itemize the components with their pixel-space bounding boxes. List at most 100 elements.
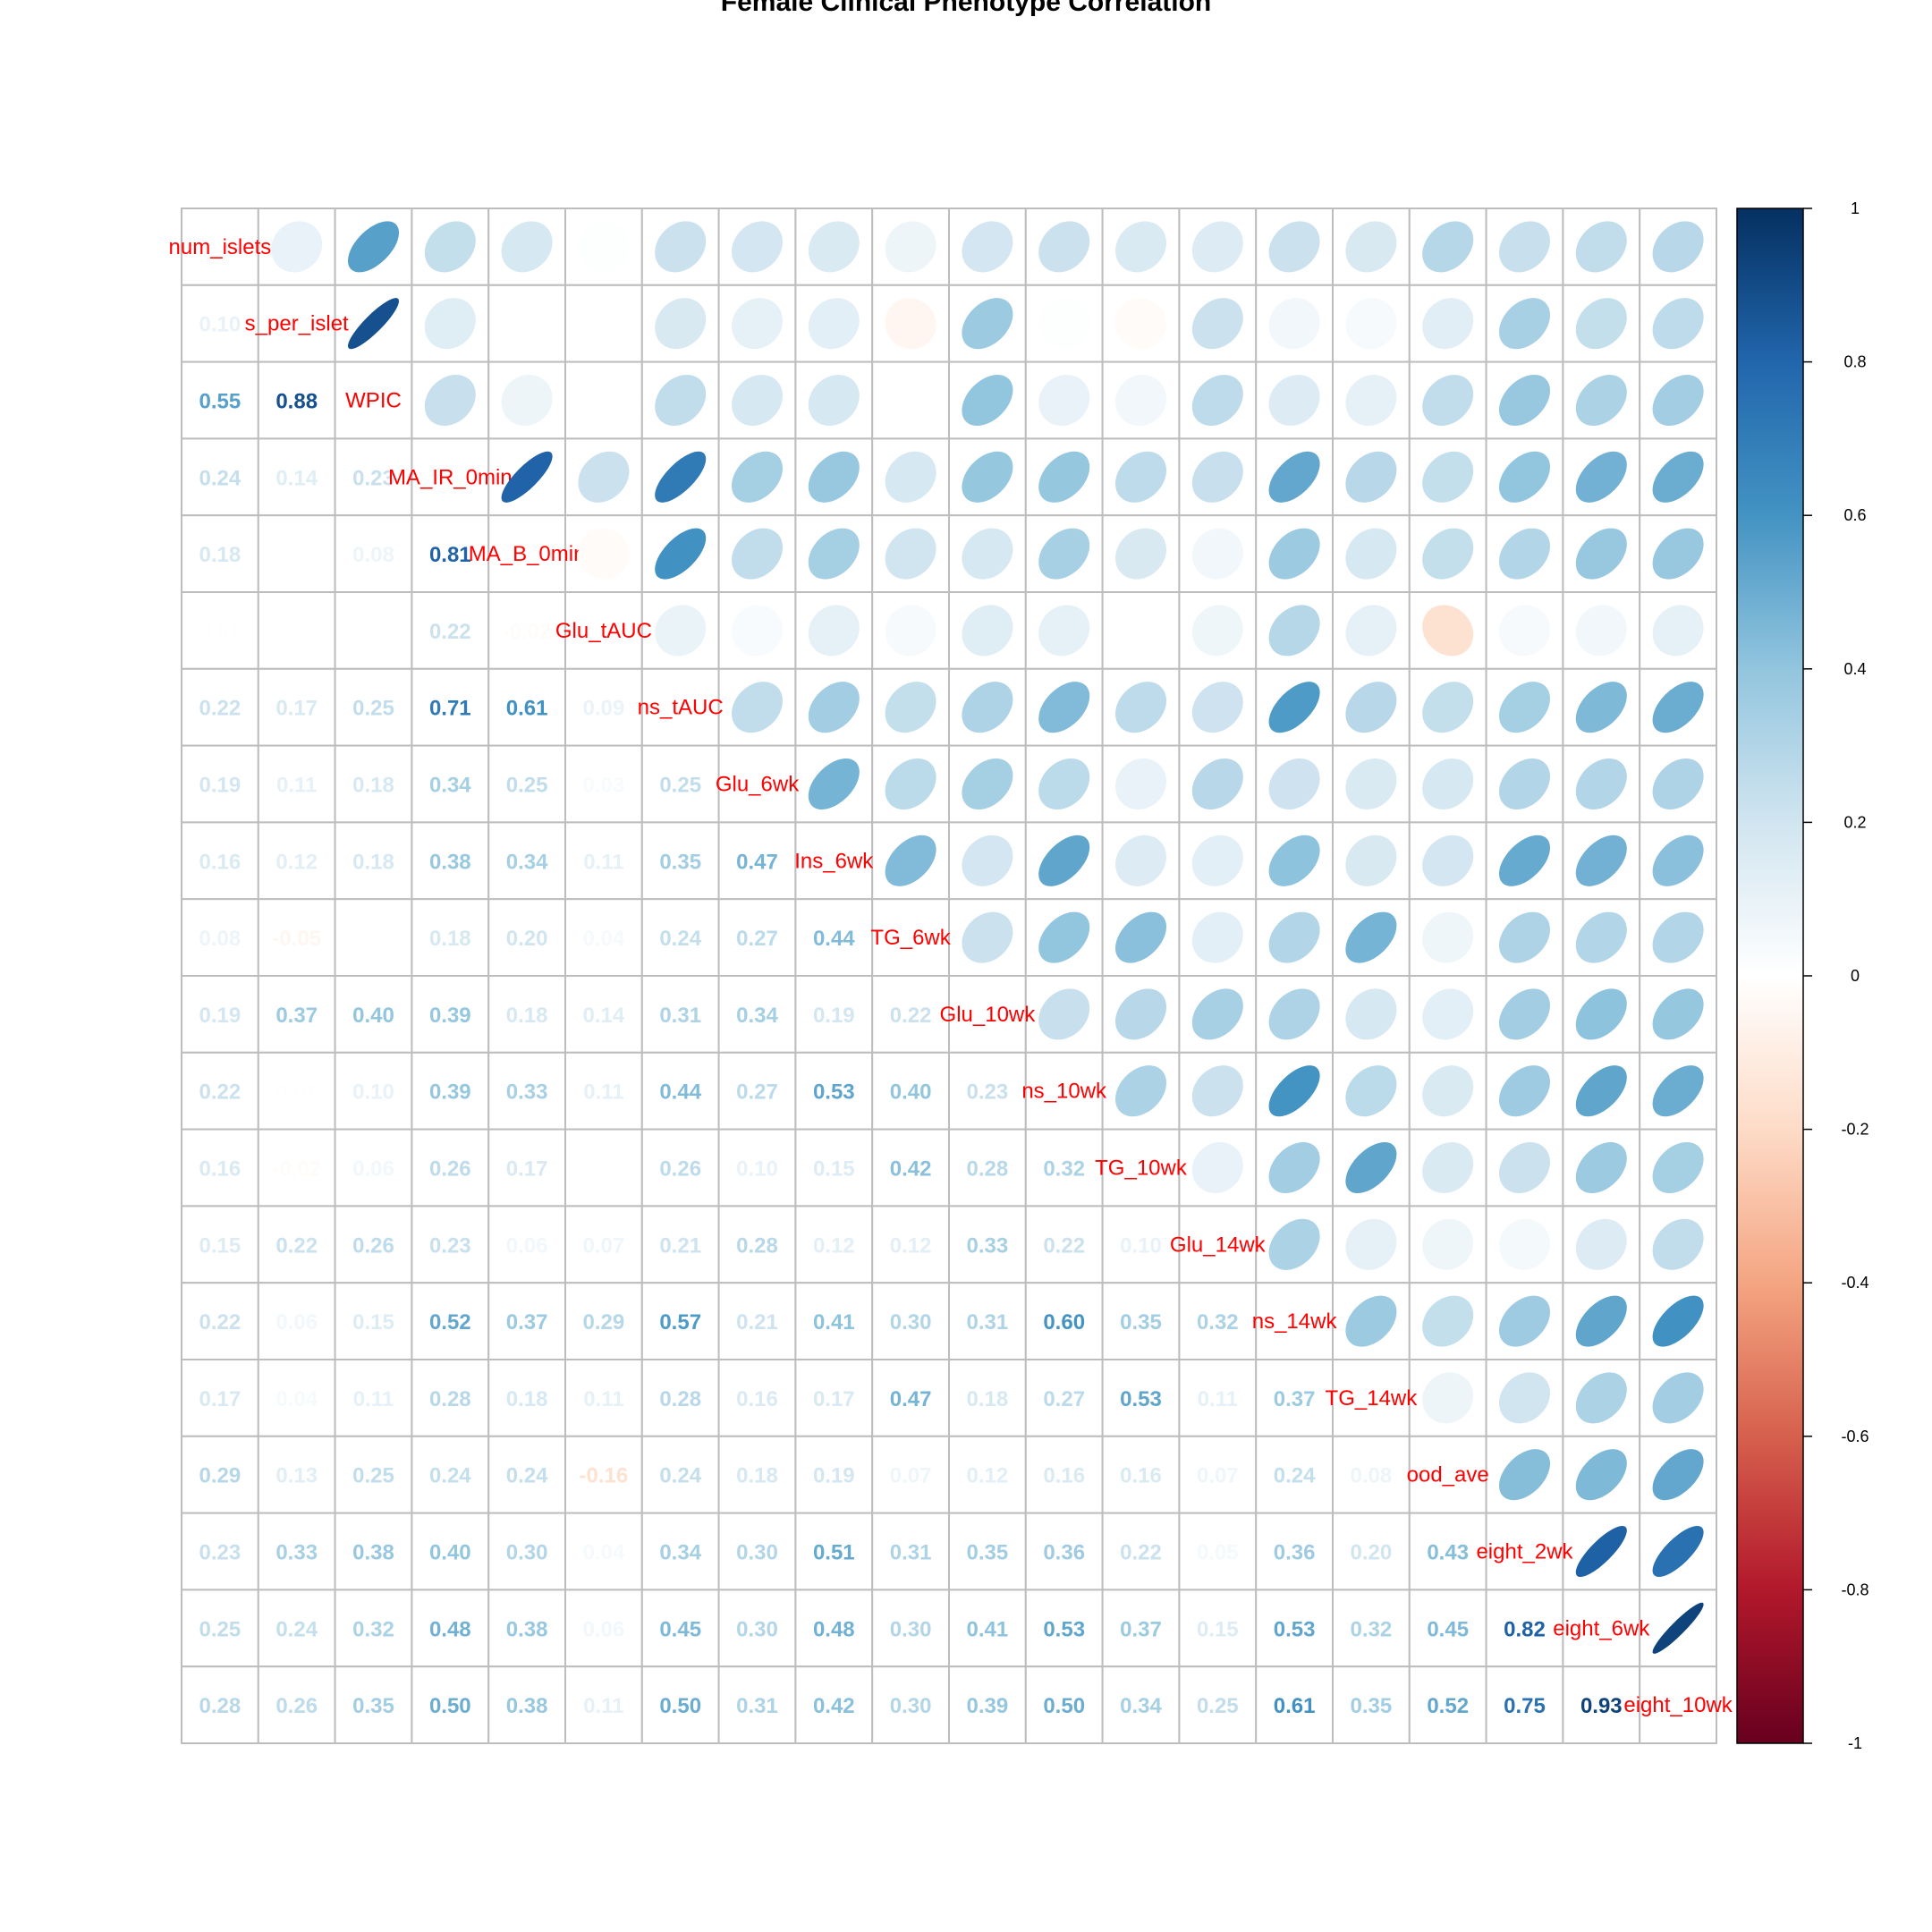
correlation-value: 0.18 bbox=[506, 1387, 548, 1411]
diagonal-label: eight_10wk bbox=[1623, 1693, 1733, 1717]
correlation-ellipse bbox=[1498, 682, 1551, 733]
correlation-ellipse bbox=[1575, 451, 1627, 503]
correlation-value: 0.30 bbox=[890, 1617, 932, 1641]
grid-cell bbox=[1639, 208, 1717, 286]
correlation-value: 0.32 bbox=[352, 1617, 394, 1641]
correlation-ellipse bbox=[1191, 1065, 1243, 1117]
correlation-value: 0.40 bbox=[890, 1080, 932, 1105]
correlation-ellipse bbox=[1268, 682, 1320, 733]
grid-cell bbox=[334, 437, 413, 517]
grid-cell bbox=[1332, 1435, 1411, 1514]
correlation-ellipse bbox=[1575, 911, 1627, 963]
correlation-ellipse bbox=[1268, 374, 1320, 427]
correlation-value: 0.93 bbox=[1580, 1694, 1623, 1718]
correlation-value: 0.42 bbox=[890, 1157, 932, 1182]
correlation-value: 0.11 bbox=[353, 1387, 394, 1411]
grid-cell bbox=[871, 898, 951, 978]
correlation-value: 0.27 bbox=[736, 927, 778, 951]
correlation-value: 0.16 bbox=[199, 1157, 242, 1182]
correlation-ellipse bbox=[1191, 374, 1243, 427]
correlation-value: 0.12 bbox=[275, 850, 318, 874]
diagonal-label: Glu_tAUC bbox=[555, 619, 652, 643]
correlation-ellipse bbox=[731, 451, 784, 503]
correlation-value: 0.17 bbox=[275, 697, 318, 721]
correlation-value: 0.37 bbox=[1274, 1387, 1316, 1411]
correlation-value: 0.21 bbox=[736, 1310, 778, 1335]
correlation-ellipse bbox=[1498, 221, 1551, 273]
correlation-value: 0.28 bbox=[199, 1694, 242, 1718]
correlation-value: 0.06 bbox=[583, 1617, 625, 1641]
correlation-value: 0.07 bbox=[1197, 1464, 1239, 1488]
correlation-value: 0.24 bbox=[506, 1464, 548, 1488]
correlation-value: 0.55 bbox=[199, 390, 242, 414]
correlation-ellipse bbox=[731, 221, 784, 273]
correlation-value: 0.14 bbox=[275, 466, 318, 490]
grid-cell bbox=[1255, 1665, 1334, 1744]
correlation-ellipse bbox=[1191, 758, 1243, 810]
correlation-ellipse bbox=[885, 682, 936, 733]
correlation-ellipse bbox=[962, 221, 1013, 273]
grid-cell bbox=[1101, 1282, 1181, 1360]
grid-cell bbox=[411, 1435, 490, 1514]
correlation-ellipse bbox=[731, 682, 784, 733]
correlation-value: 0.23 bbox=[967, 1080, 1009, 1105]
grid-cell bbox=[1101, 208, 1181, 286]
correlation-value: 0.36 bbox=[1274, 1541, 1316, 1565]
correlation-value: 0.09 bbox=[583, 697, 625, 721]
grid-cell bbox=[1332, 1665, 1411, 1744]
grid-cell bbox=[181, 1128, 259, 1208]
correlation-ellipse bbox=[1498, 988, 1551, 1040]
correlation-ellipse bbox=[1422, 682, 1474, 733]
grid-cell bbox=[257, 1282, 336, 1360]
grid-cell bbox=[871, 1359, 951, 1437]
grid-cell bbox=[564, 1205, 643, 1284]
correlation-value: 0.53 bbox=[1274, 1617, 1316, 1641]
correlation-value: 0.81 bbox=[429, 543, 471, 567]
correlation-ellipse bbox=[731, 374, 784, 427]
correlation-ellipse bbox=[1575, 1525, 1627, 1578]
correlation-value: 0.26 bbox=[429, 1157, 471, 1182]
correlation-ellipse bbox=[1575, 298, 1627, 350]
correlation-ellipse bbox=[808, 682, 860, 733]
grid-cell bbox=[1485, 284, 1564, 363]
correlation-value: 0.34 bbox=[506, 850, 548, 874]
correlation-value: 0.44 bbox=[813, 927, 855, 951]
correlation-value: 0.25 bbox=[199, 1617, 242, 1641]
correlation-value: 0.32 bbox=[1043, 1157, 1085, 1182]
correlation-value: 0.17 bbox=[506, 1157, 548, 1182]
correlation-value: 0.14 bbox=[583, 1004, 625, 1028]
correlation-ellipse bbox=[1345, 682, 1397, 733]
grid-cell bbox=[1178, 1665, 1258, 1744]
grid-cell bbox=[181, 1359, 259, 1437]
correlation-value: 0.31 bbox=[890, 1541, 932, 1565]
grid-cell bbox=[1024, 1665, 1104, 1744]
correlation-value: 0.16 bbox=[1043, 1464, 1085, 1488]
correlation-ellipse bbox=[808, 374, 860, 427]
correlation-ellipse bbox=[962, 911, 1013, 963]
correlation-ellipse bbox=[1038, 374, 1090, 427]
correlation-value: 0.40 bbox=[429, 1541, 471, 1565]
correlation-value: 0.25 bbox=[506, 774, 548, 798]
grid-cell bbox=[871, 1282, 951, 1360]
grid-cell bbox=[1024, 1435, 1104, 1514]
correlation-value: 0.33 bbox=[275, 1541, 318, 1565]
correlation-ellipse bbox=[808, 298, 860, 350]
diagonal-label: s_per_islet bbox=[245, 312, 349, 336]
correlation-value: 0.38 bbox=[429, 850, 471, 874]
grid-cell bbox=[871, 1665, 951, 1744]
grid-cell bbox=[1485, 1665, 1564, 1744]
correlation-value: 0.11 bbox=[583, 1080, 623, 1105]
correlation-ellipse bbox=[1652, 758, 1704, 810]
correlation-ellipse bbox=[655, 605, 707, 657]
correlation-ellipse bbox=[1498, 835, 1551, 886]
grid-cell bbox=[487, 1128, 567, 1208]
correlation-ellipse bbox=[1114, 451, 1167, 503]
correlation-ellipse bbox=[1575, 835, 1627, 886]
correlation-value: 0.42 bbox=[813, 1694, 855, 1718]
correlation-value: 0.22 bbox=[275, 1233, 318, 1258]
correlation-ellipse bbox=[1575, 528, 1627, 580]
correlation-ellipse bbox=[885, 605, 936, 657]
correlation-value: -0.16 bbox=[580, 1464, 629, 1488]
correlation-value: 0.24 bbox=[659, 927, 701, 951]
